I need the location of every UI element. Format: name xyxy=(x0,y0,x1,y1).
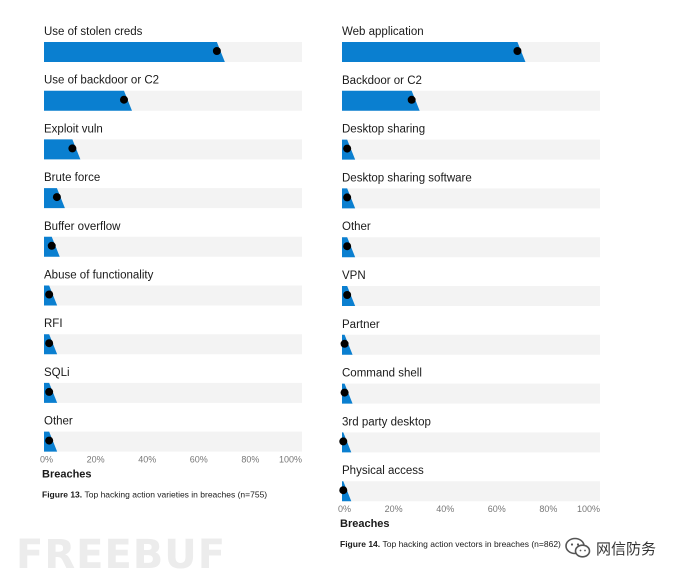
value-marker xyxy=(339,437,348,446)
tick-label: 0% xyxy=(338,504,351,514)
bar xyxy=(342,90,420,111)
category-label: Desktop sharing software xyxy=(342,172,472,184)
category-label: Physical access xyxy=(342,465,424,477)
bar-track xyxy=(44,188,302,209)
value-marker xyxy=(513,47,522,55)
category-label: Use of backdoor or C2 xyxy=(44,75,159,87)
value-marker xyxy=(343,242,352,251)
value-marker xyxy=(68,144,77,153)
category-label: Buffer overflow xyxy=(44,221,121,233)
bar xyxy=(44,42,225,62)
category-label: Exploit vuln xyxy=(44,123,103,135)
brand-watermark: 网信防务 xyxy=(564,536,656,560)
category-label: Use of stolen creds xyxy=(44,26,143,38)
value-marker xyxy=(343,193,352,202)
value-marker xyxy=(119,95,128,104)
freebuf-watermark: FREEBUF xyxy=(16,532,227,577)
bar-track xyxy=(44,431,302,452)
figure-caption-text: Top hacking action varieties in breaches… xyxy=(85,489,268,499)
bar-track xyxy=(44,236,302,257)
tick-label: 60% xyxy=(488,504,506,514)
value-marker xyxy=(47,241,56,250)
tick-label: 60% xyxy=(190,454,208,464)
category-label: Web application xyxy=(342,26,424,38)
value-marker xyxy=(407,95,416,104)
tick-label: 40% xyxy=(436,504,454,514)
value-marker xyxy=(212,47,221,55)
bar-track xyxy=(342,334,600,355)
bar xyxy=(44,90,132,111)
tick-label: 0% xyxy=(40,454,53,464)
bar-track xyxy=(342,383,600,404)
axis-label: Breaches xyxy=(340,518,390,530)
category-label: SQLi xyxy=(44,367,70,379)
figure-caption: Figure 13. Top hacking action varieties … xyxy=(42,489,267,499)
bar xyxy=(44,139,81,160)
tick-label: 80% xyxy=(241,454,259,464)
wechat-icon xyxy=(565,537,591,558)
value-marker xyxy=(340,339,349,348)
category-label: Partner xyxy=(342,319,380,331)
bar-track xyxy=(342,286,600,306)
tick-label: 80% xyxy=(539,504,557,514)
figure-caption-text: Top hacking action vectors in breaches (… xyxy=(383,539,562,549)
category-label: Other xyxy=(44,416,73,428)
bar-track xyxy=(342,139,600,160)
figure-caption: Figure 14. Top hacking action vectors in… xyxy=(340,539,561,549)
fig13-chart xyxy=(44,42,302,452)
category-label: Command shell xyxy=(342,368,422,380)
tick-label: 100% xyxy=(577,504,600,514)
figure-caption-label: Figure 13. xyxy=(42,489,85,499)
category-label: Other xyxy=(342,221,371,233)
bar-track xyxy=(342,188,600,209)
tick-label: 20% xyxy=(385,504,403,514)
category-label: Brute force xyxy=(44,172,100,184)
value-marker xyxy=(52,193,61,202)
value-marker xyxy=(45,290,54,299)
value-marker xyxy=(45,436,54,445)
category-label: Desktop sharing xyxy=(342,124,425,136)
bar-track xyxy=(44,285,302,306)
bar-track xyxy=(44,382,302,403)
category-label: 3rd party desktop xyxy=(342,416,431,428)
fig14-chart xyxy=(339,42,600,502)
bar-track xyxy=(342,432,600,453)
value-marker xyxy=(339,486,348,495)
value-marker xyxy=(343,291,352,299)
value-marker xyxy=(343,144,352,153)
tick-label: 40% xyxy=(138,454,156,464)
value-marker xyxy=(45,387,54,396)
figure-caption-label: Figure 14. xyxy=(340,539,383,549)
tick-label: 20% xyxy=(87,454,105,464)
category-label: Abuse of functionality xyxy=(44,270,154,282)
axis-label: Breaches xyxy=(42,468,92,480)
category-label: Backdoor or C2 xyxy=(342,75,422,87)
brand-watermark-text: 网信防务 xyxy=(596,539,657,558)
bar-track xyxy=(342,237,600,258)
bar-track xyxy=(342,481,600,502)
category-label: RFI xyxy=(44,318,63,330)
tick-label: 100% xyxy=(279,454,302,464)
value-marker xyxy=(340,388,349,397)
value-marker xyxy=(45,339,54,348)
bar-track xyxy=(44,139,302,160)
bar xyxy=(342,42,526,62)
category-label: VPN xyxy=(342,270,366,282)
bar-track xyxy=(44,334,302,355)
